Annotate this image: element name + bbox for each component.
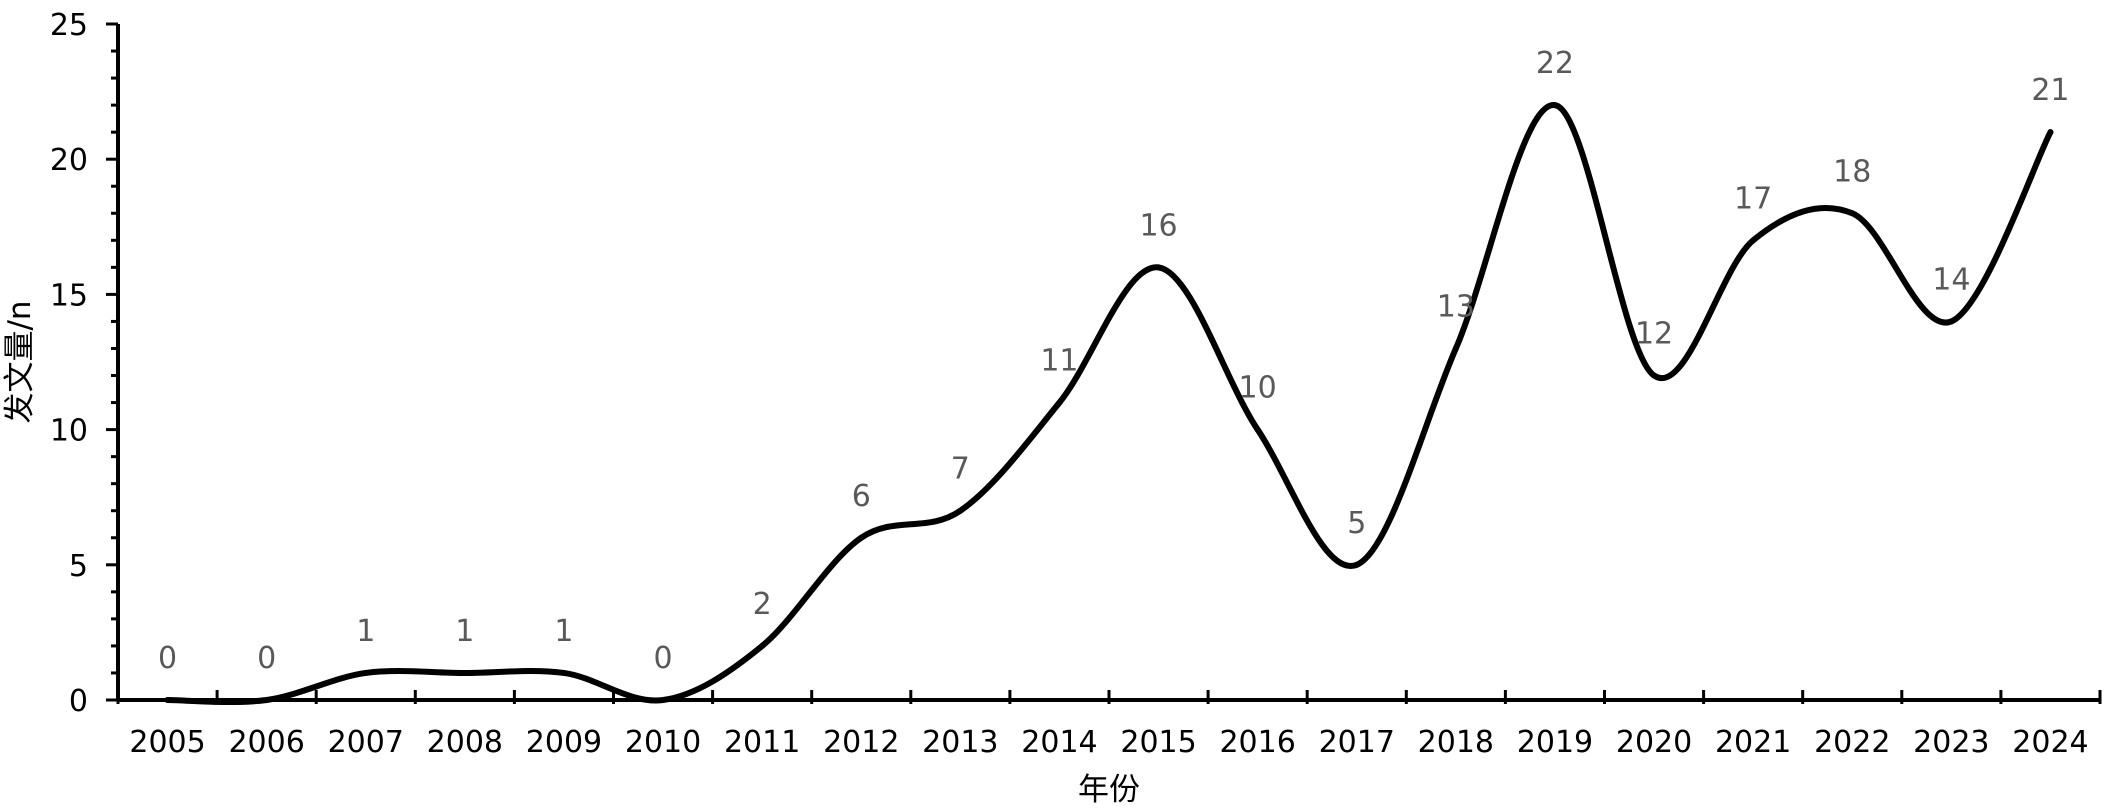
data-point [461, 669, 468, 676]
data-label: 1 [455, 614, 474, 649]
data-label: 21 [2031, 73, 2069, 108]
data-point [1254, 426, 1261, 433]
data-label: 12 [1635, 317, 1673, 352]
data-label: 16 [1139, 208, 1177, 243]
x-tick-label: 2016 [1219, 725, 1295, 760]
data-label: 7 [951, 452, 970, 487]
data-point [1155, 264, 1162, 271]
data-label: 11 [1040, 344, 1078, 379]
data-point [1452, 345, 1459, 352]
x-tick-label: 2019 [1517, 725, 1593, 760]
x-tick-label: 2020 [1616, 725, 1692, 760]
data-point [362, 669, 369, 676]
x-tick-label: 2006 [228, 725, 304, 760]
data-label: 18 [1833, 154, 1871, 189]
data-point [560, 669, 567, 676]
y-tick-label: 0 [69, 684, 88, 719]
data-point [759, 642, 766, 649]
data-label: 0 [158, 641, 177, 676]
data-point [164, 697, 171, 703]
data-label: 0 [257, 641, 276, 676]
y-tick-label: 20 [50, 143, 88, 178]
data-point [858, 534, 865, 541]
y-tick-label: 25 [50, 8, 88, 43]
x-tick-label: 2014 [1021, 725, 1097, 760]
x-axis-title: 年份 [1078, 772, 1140, 808]
data-point [2047, 129, 2054, 136]
data-point [263, 697, 270, 703]
data-label: 5 [1347, 506, 1366, 541]
data-label: 6 [852, 479, 871, 514]
x-tick-label: 2023 [1913, 725, 1989, 760]
series-group [164, 102, 2054, 705]
data-point [1948, 318, 1955, 325]
x-tick-label: 2024 [2012, 725, 2088, 760]
x-tick-label: 2017 [1319, 725, 1395, 760]
data-label: 10 [1239, 371, 1277, 406]
x-tick-label: 2018 [1418, 725, 1494, 760]
x-tick-label: 2007 [328, 725, 404, 760]
data-point [660, 697, 667, 703]
data-point [1056, 399, 1063, 406]
x-tick-label: 2021 [1715, 725, 1791, 760]
data-point [1353, 561, 1360, 568]
data-label: 1 [554, 614, 573, 649]
data-label: 22 [1536, 46, 1574, 81]
data-label: 14 [1932, 262, 1970, 297]
y-tick-label: 10 [50, 414, 88, 449]
y-tick-label: 15 [50, 278, 88, 313]
data-point [1551, 102, 1558, 109]
x-tick-label: 2013 [922, 725, 998, 760]
data-point [1750, 237, 1757, 244]
x-tick-label: 2010 [625, 725, 701, 760]
x-tick-label: 2008 [427, 725, 503, 760]
y-tick-label: 5 [69, 549, 88, 584]
x-tick-label: 2011 [724, 725, 800, 760]
data-point [957, 507, 964, 514]
data-label: 17 [1734, 181, 1772, 216]
data-point [1849, 210, 1856, 217]
data-label: 2 [753, 587, 772, 622]
data-label: 0 [654, 641, 673, 676]
data-label: 13 [1437, 289, 1475, 324]
x-axis: 2005 2006 2007 2008 2009 2010 2011 2012 2013 2014… [116, 690, 2102, 760]
x-tick-label: 2005 [129, 725, 205, 760]
data-label: 1 [356, 614, 375, 649]
x-tick-label: 2022 [1814, 725, 1890, 760]
y-axis: 0 5 10 15 20 25 [50, 8, 120, 719]
x-tick-label: 2009 [526, 725, 602, 760]
data-point [1651, 372, 1658, 379]
x-tick-label: 2012 [823, 725, 899, 760]
y-axis-title: 发文量/n [2, 300, 38, 423]
x-tick-label: 2015 [1120, 725, 1196, 760]
